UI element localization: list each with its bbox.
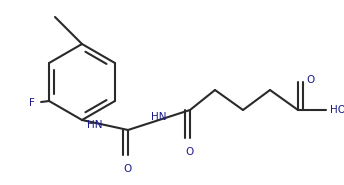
Text: O: O bbox=[124, 164, 132, 174]
Text: HN: HN bbox=[87, 120, 103, 130]
Text: HO: HO bbox=[330, 105, 344, 115]
Text: O: O bbox=[186, 147, 194, 157]
Text: F: F bbox=[29, 98, 35, 108]
Text: HN: HN bbox=[151, 112, 167, 122]
Text: O: O bbox=[306, 75, 314, 85]
